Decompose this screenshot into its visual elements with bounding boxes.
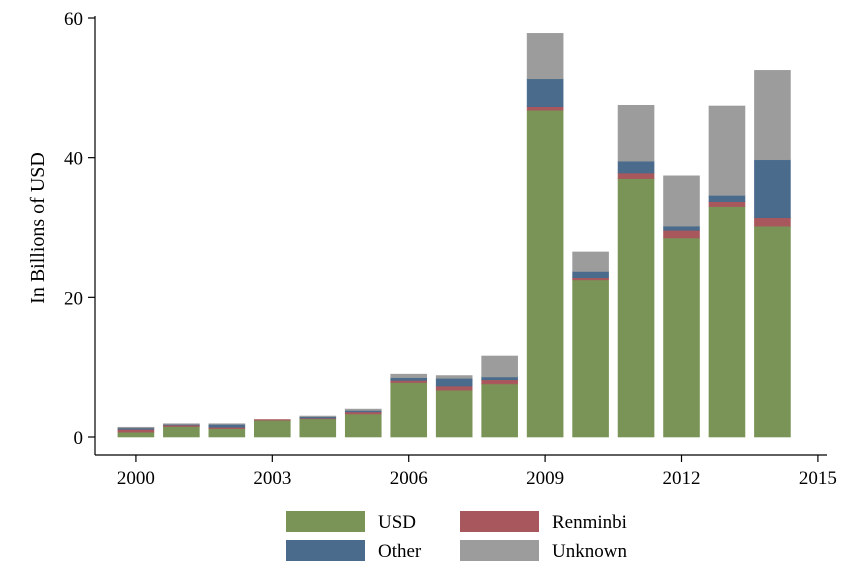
bar-renminbi-2011 xyxy=(617,172,655,179)
x-tick-label: 2012 xyxy=(663,468,701,489)
x-axis: 2000 2003 2006 2009 2012 2015 xyxy=(95,454,837,489)
x-tick-label: 2015 xyxy=(799,468,837,489)
bar-renminbi-2009 xyxy=(526,106,564,111)
bar-renminbi-2005 xyxy=(344,411,382,415)
bar-usd-2004 xyxy=(299,418,337,438)
bar-other-2002 xyxy=(208,424,246,428)
bar-usd-2000 xyxy=(117,431,155,438)
bar-usd-2010 xyxy=(572,279,609,438)
bars-layer xyxy=(117,33,791,438)
legend-swatch-renminbi xyxy=(460,511,539,532)
bar-usd-2007 xyxy=(435,389,473,438)
legend-swatch-other xyxy=(286,540,365,561)
bar-usd-2006 xyxy=(390,382,428,438)
y-tick-label: 40 xyxy=(64,149,83,170)
bar-unknown-2006 xyxy=(390,373,428,378)
bar-unknown-2010 xyxy=(572,251,609,272)
bar-usd-2008 xyxy=(481,383,518,438)
legend-swatch-unknown xyxy=(460,540,539,561)
bar-renminbi-2012 xyxy=(663,229,700,239)
bar-other-2013 xyxy=(708,195,746,202)
bar-usd-2003 xyxy=(254,419,291,438)
bar-other-2011 xyxy=(617,160,655,174)
bar-usd-2009 xyxy=(526,109,564,438)
bar-renminbi-2000 xyxy=(117,429,155,433)
bar-renminbi-2008 xyxy=(481,379,518,385)
bar-usd-2002 xyxy=(208,428,246,438)
bar-unknown-2012 xyxy=(663,175,700,227)
bar-unknown-2008 xyxy=(481,355,518,378)
bar-usd-2013 xyxy=(708,206,746,438)
bar-unknown-2013 xyxy=(708,105,746,196)
bar-renminbi-2003 xyxy=(254,419,291,421)
legend-swatch-usd xyxy=(286,511,365,532)
bar-other-2006 xyxy=(390,377,428,381)
x-tick-label: 2003 xyxy=(253,468,291,489)
legend-label-renminbi: Renminbi xyxy=(552,512,627,533)
bar-unknown-2000 xyxy=(117,426,155,429)
x-tick-label: 2009 xyxy=(526,468,564,489)
x-tick-label: 2006 xyxy=(390,468,428,489)
legend-label-usd: USD xyxy=(378,512,416,533)
bar-renminbi-2007 xyxy=(435,385,473,391)
bar-unknown-2001 xyxy=(163,423,200,425)
bar-other-2009 xyxy=(526,78,564,107)
bar-unknown-2002 xyxy=(208,423,246,425)
bar-renminbi-2013 xyxy=(708,201,746,207)
y-tick-label: 20 xyxy=(64,288,83,309)
y-tick-label: 0 xyxy=(74,428,84,449)
legend: USD Renminbi Other Unknown xyxy=(286,511,627,562)
bar-usd-2005 xyxy=(344,413,382,438)
bar-other-2010 xyxy=(572,271,609,279)
bar-other-2007 xyxy=(435,378,473,387)
y-axis: 0 20 40 60 xyxy=(64,9,96,455)
bar-renminbi-2010 xyxy=(572,277,609,281)
bar-unknown-2004 xyxy=(299,415,337,418)
bar-unknown-2005 xyxy=(344,408,382,411)
bar-other-2012 xyxy=(663,225,700,231)
bar-unknown-2014 xyxy=(754,70,791,161)
bar-usd-2001 xyxy=(163,426,200,438)
bar-usd-2011 xyxy=(617,178,655,438)
bar-usd-2014 xyxy=(754,225,791,438)
bar-unknown-2011 xyxy=(617,104,655,162)
bar-unknown-2009 xyxy=(526,33,564,80)
bar-unknown-2007 xyxy=(435,375,473,379)
bar-other-2008 xyxy=(481,376,518,381)
bar-other-2014 xyxy=(754,159,791,219)
legend-label-unknown: Unknown xyxy=(552,541,627,562)
bar-renminbi-2006 xyxy=(390,380,428,383)
bar-usd-2012 xyxy=(663,237,700,438)
legend-label-other: Other xyxy=(378,541,422,562)
y-tick-label: 60 xyxy=(64,9,83,30)
y-axis-title: In Billions of USD xyxy=(27,152,49,304)
bar-renminbi-2014 xyxy=(754,217,791,227)
x-tick-label: 2000 xyxy=(117,468,155,489)
